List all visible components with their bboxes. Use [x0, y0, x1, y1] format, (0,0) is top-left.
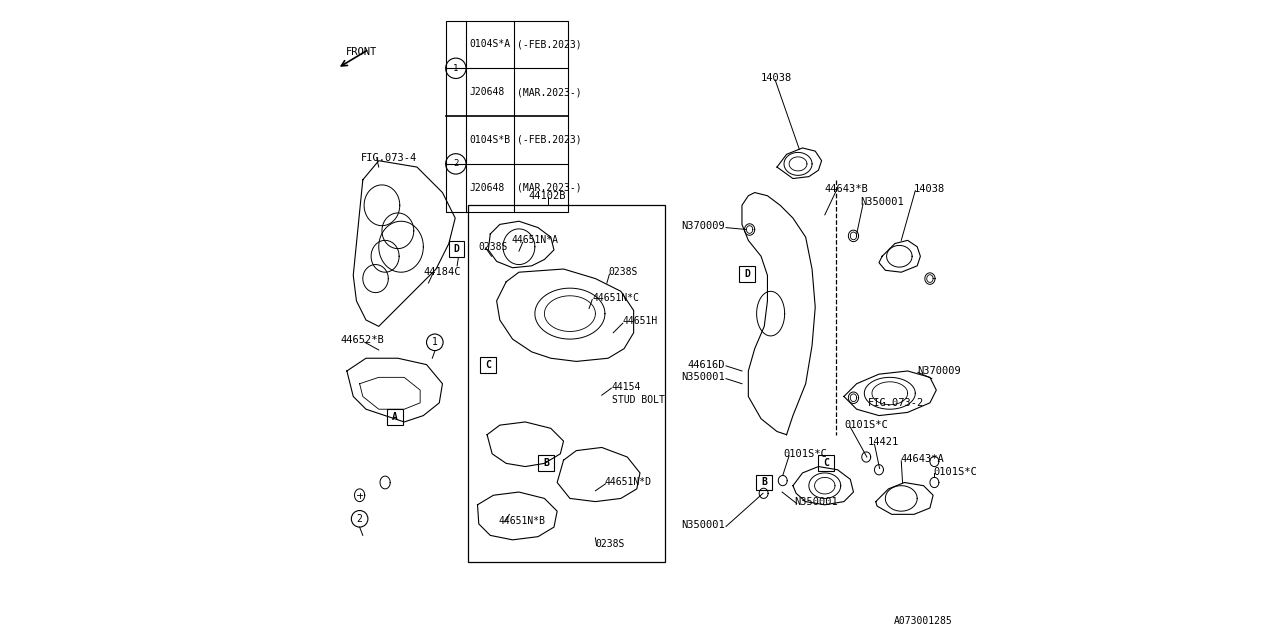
Text: 0101S*C: 0101S*C	[933, 467, 977, 477]
Text: 14038: 14038	[762, 73, 792, 83]
Text: A: A	[392, 412, 398, 422]
Bar	[818, 456, 835, 471]
Text: B: B	[762, 477, 767, 488]
Bar	[468, 205, 666, 562]
Text: 0238S: 0238S	[608, 268, 637, 277]
Text: N350001: N350001	[794, 497, 838, 507]
Text: (-FEB.2023): (-FEB.2023)	[517, 135, 581, 145]
Text: D: D	[744, 269, 750, 279]
Text: N350001: N350001	[681, 372, 724, 382]
Text: 0238S: 0238S	[479, 242, 508, 252]
Text: J20648: J20648	[470, 87, 504, 97]
Bar	[739, 266, 755, 282]
Text: J20648: J20648	[470, 183, 504, 193]
Bar	[756, 474, 772, 490]
Text: (-FEB.2023): (-FEB.2023)	[517, 40, 581, 49]
Text: A073001285: A073001285	[893, 616, 952, 626]
Bar	[448, 241, 465, 257]
Bar	[480, 356, 495, 372]
Bar	[539, 456, 554, 471]
Text: STUD BOLT: STUD BOLT	[612, 395, 664, 404]
Text: 44651N*C: 44651N*C	[593, 292, 639, 303]
Text: 44643*A: 44643*A	[900, 454, 943, 464]
Text: N370009: N370009	[918, 366, 961, 376]
Text: 44154: 44154	[612, 382, 641, 392]
Text: 44616D: 44616D	[687, 360, 724, 370]
Text: D: D	[453, 244, 460, 253]
Text: B: B	[544, 458, 549, 468]
Bar	[387, 409, 403, 425]
Text: (MAR.2023-): (MAR.2023-)	[517, 183, 581, 193]
Text: 14421: 14421	[868, 437, 900, 447]
Text: 0238S: 0238S	[595, 540, 625, 549]
Text: 44184C: 44184C	[424, 267, 461, 276]
Text: 2: 2	[357, 514, 362, 524]
Text: 2: 2	[453, 159, 458, 168]
Text: 44651N*B: 44651N*B	[498, 516, 545, 525]
Text: 44652*B: 44652*B	[340, 335, 384, 346]
Text: 0101S*C: 0101S*C	[844, 420, 887, 430]
Text: 44102B: 44102B	[529, 191, 566, 201]
Text: N350001: N350001	[860, 197, 904, 207]
Text: 44643*B: 44643*B	[824, 184, 869, 195]
Text: 14038: 14038	[914, 184, 945, 195]
Text: FRONT: FRONT	[346, 47, 376, 58]
Text: N350001: N350001	[681, 520, 724, 530]
Text: 1: 1	[431, 337, 438, 348]
Text: 44651N*A: 44651N*A	[511, 236, 558, 245]
Text: 0101S*C: 0101S*C	[783, 449, 827, 459]
Text: 44651N*D: 44651N*D	[605, 477, 652, 488]
Text: 44651H: 44651H	[622, 316, 658, 326]
Text: (MAR.2023-): (MAR.2023-)	[517, 87, 581, 97]
Text: 0104S*B: 0104S*B	[470, 135, 511, 145]
Text: C: C	[823, 458, 829, 468]
Text: 1: 1	[453, 64, 458, 73]
Text: FIG.073-2: FIG.073-2	[868, 398, 924, 408]
Text: FIG.073-4: FIG.073-4	[361, 152, 417, 163]
Text: C: C	[485, 360, 490, 370]
Bar	[445, 20, 568, 212]
Text: N370009: N370009	[681, 221, 724, 230]
Text: 0104S*A: 0104S*A	[470, 40, 511, 49]
